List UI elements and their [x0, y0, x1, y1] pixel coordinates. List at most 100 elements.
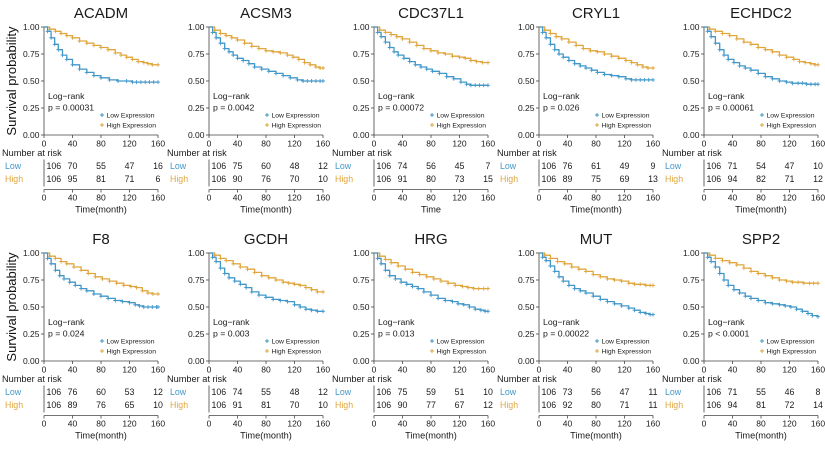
- risk-value-high: 71: [620, 400, 630, 410]
- risk-value-high: 75: [591, 174, 601, 184]
- risk-value-low: 60: [261, 161, 271, 171]
- km-row-2: Survival probability F8 1.00 0.75 0.50 0.25 0…: [0, 227, 825, 450]
- censor-marks-low: [705, 255, 820, 319]
- risk-axis-tick-label: 120: [287, 419, 301, 429]
- x-tick-label: 0: [372, 139, 377, 149]
- risk-value-low: 106: [707, 161, 722, 171]
- censor-marks-low: [540, 255, 655, 317]
- y-tick-label: 0.25: [683, 329, 700, 339]
- x-tick-label: 120: [617, 139, 631, 149]
- risk-axis-tick-label: 0: [702, 193, 707, 203]
- risk-axis-tick-label: 80: [756, 419, 766, 429]
- legend-low-marker: [265, 113, 269, 117]
- censor-marks-high: [707, 253, 820, 286]
- risk-value-high: 6: [156, 174, 161, 184]
- censor-marks-high: [377, 28, 490, 65]
- risk-value-high: 80: [426, 174, 436, 184]
- y-tick-label: 0.00: [683, 356, 700, 366]
- x-tick-label: 40: [68, 365, 78, 375]
- pvalue-label: p = 0.00061: [708, 103, 754, 113]
- panel-title: SPP2: [742, 231, 780, 248]
- panel-title: F8: [92, 231, 110, 248]
- y-tick-label: 0.00: [518, 130, 535, 140]
- risk-value-high: 94: [728, 174, 738, 184]
- risk-value-high: 81: [96, 174, 106, 184]
- risk-row-label-low: Low: [5, 161, 22, 171]
- risk-table-header: Number at risk: [167, 374, 227, 384]
- panel-title: CDC37L1: [398, 5, 464, 22]
- y-tick-label: 1.00: [683, 248, 700, 258]
- risk-axis-tick-label: 40: [398, 419, 408, 429]
- risk-axis-tick-label: 0: [372, 419, 377, 429]
- risk-table-header: Number at risk: [2, 148, 62, 158]
- risk-value-low: 74: [398, 161, 408, 171]
- risk-axis-tick-label: 80: [591, 419, 601, 429]
- x-tick-label: 40: [398, 139, 408, 149]
- risk-value-low: 48: [290, 161, 300, 171]
- risk-value-high: 14: [813, 400, 823, 410]
- legend-low-label: Low Expression: [602, 113, 650, 120]
- risk-value-high: 76: [261, 174, 271, 184]
- censor-marks-low: [210, 255, 325, 314]
- y-tick-label: 1.00: [518, 248, 535, 258]
- risk-value-low: 106: [212, 161, 227, 171]
- risk-table-header: Number at risk: [497, 148, 557, 158]
- y-tick-label: 0.75: [188, 49, 205, 59]
- legend-low-label: Low Expression: [272, 339, 320, 346]
- risk-axis-tick-label: 80: [426, 419, 436, 429]
- risk-value-high: 106: [212, 174, 227, 184]
- risk-row-label-high: High: [5, 174, 23, 184]
- x-tick-label: 160: [646, 365, 660, 375]
- risk-axis-tick-label: 80: [591, 193, 601, 203]
- risk-value-low: 61: [591, 161, 601, 171]
- panel-title: CRYL1: [572, 5, 620, 22]
- risk-axis-tick-label: 120: [617, 419, 631, 429]
- x-tick-label: 40: [398, 365, 408, 375]
- risk-value-low: 12: [318, 387, 328, 397]
- risk-value-high: 81: [261, 400, 271, 410]
- risk-value-low: 12: [153, 387, 163, 397]
- x-tick-label: 120: [452, 365, 466, 375]
- risk-value-high: 71: [785, 174, 795, 184]
- logrank-label: Log−rank: [378, 91, 415, 101]
- risk-value-low: 71: [728, 161, 738, 171]
- risk-axis-tick-label: 120: [122, 193, 136, 203]
- risk-row-label-high: High: [335, 400, 353, 410]
- x-tick-label: 160: [481, 139, 495, 149]
- x-tick-label: 0: [537, 139, 542, 149]
- risk-value-high: 92: [563, 400, 573, 410]
- censor-marks-low: [540, 30, 655, 82]
- y-tick-label: 0.00: [23, 130, 40, 140]
- x-tick-label: 80: [261, 365, 271, 375]
- pvalue-label: p = 0.0042: [213, 103, 254, 113]
- logrank-label: Log−rank: [708, 91, 745, 101]
- legend-low-marker: [265, 339, 269, 343]
- x-tick-label: 120: [782, 365, 796, 375]
- legend-high-label: High Expression: [767, 123, 817, 130]
- pvalue-label: p = 0.024: [48, 329, 85, 339]
- risk-axis-tick-label: 160: [316, 193, 330, 203]
- logrank-label: Log−rank: [378, 317, 415, 327]
- censor-marks-low: [375, 30, 490, 88]
- risk-value-high: 106: [542, 400, 557, 410]
- risk-value-high: 69: [620, 174, 630, 184]
- risk-row-label-high: High: [170, 174, 188, 184]
- x-tick-label: 160: [316, 139, 330, 149]
- legend-high-marker: [265, 349, 269, 353]
- risk-axis-tick-label: 160: [811, 419, 825, 429]
- risk-axis-tick-label: 160: [151, 419, 165, 429]
- logrank-label: Log−rank: [48, 317, 85, 327]
- risk-value-high: 82: [756, 174, 766, 184]
- x-tick-label: 80: [591, 139, 601, 149]
- censor-marks-low: [705, 29, 820, 87]
- risk-axis-tick-label: 0: [537, 193, 542, 203]
- y-tick-label: 0.25: [518, 329, 535, 339]
- risk-axis-tick-label: 80: [96, 419, 106, 429]
- risk-value-high: 10: [153, 400, 163, 410]
- risk-table-header: Number at risk: [497, 374, 557, 384]
- y-tick-label: 0.50: [188, 76, 205, 86]
- y-tick-label: 1.00: [353, 22, 370, 32]
- y-tick-label: 0.50: [188, 302, 205, 312]
